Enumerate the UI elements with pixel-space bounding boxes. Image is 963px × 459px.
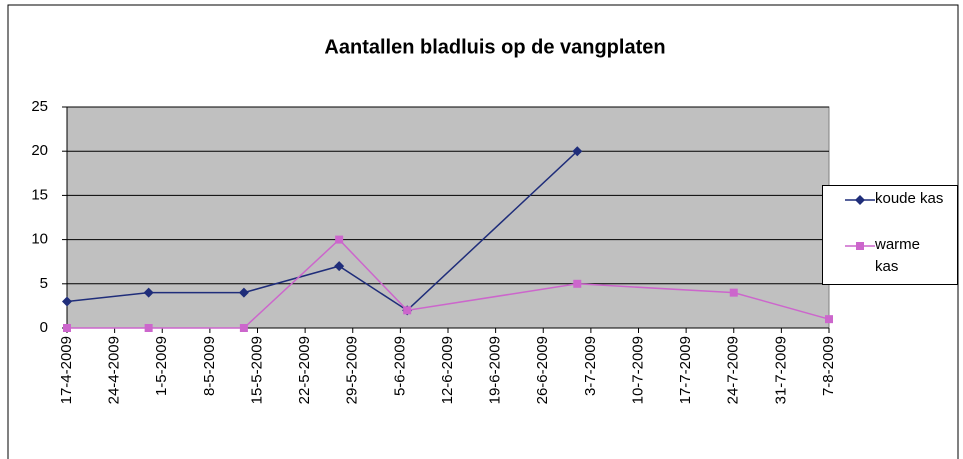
y-tick-label: 0 [40, 319, 48, 336]
marker [573, 279, 582, 288]
legend-keys [845, 195, 875, 250]
marker [238, 287, 249, 298]
y-tick-label: 5 [40, 275, 48, 292]
x-tick-label: 24-7-2009 [725, 336, 742, 404]
x-tick-label: 15-5-2009 [248, 336, 265, 404]
x-tick-label: 5-6-2009 [391, 336, 408, 396]
series-line [67, 238, 830, 329]
marker [825, 315, 833, 324]
chart-title: Aantallen bladluis op de vangplaten [324, 36, 665, 58]
marker [729, 288, 738, 297]
legend: koude kas warme kas [822, 185, 958, 285]
x-tick-label: 3-7-2009 [582, 336, 599, 396]
plot-area [66, 106, 830, 329]
marker [334, 261, 345, 272]
marker [403, 306, 412, 315]
y-tick-label: 25 [31, 98, 48, 115]
x-tick-label: 19-6-2009 [487, 336, 504, 404]
x-tick-label: 8-5-2009 [201, 336, 218, 396]
marker [144, 324, 153, 332]
marker [239, 324, 248, 332]
legend-label: koude kas [875, 190, 944, 207]
marker [63, 324, 71, 332]
x-tick-label: 7-8-2009 [820, 336, 837, 396]
legend-marker [856, 242, 864, 250]
y-tick-label: 15 [31, 186, 48, 203]
x-tick-label: 1-5-2009 [153, 336, 170, 396]
x-tick-label: 29-5-2009 [344, 336, 361, 404]
x-tick-label: 26-6-2009 [534, 336, 551, 404]
marker [572, 146, 583, 157]
legend-label: warme kas [875, 236, 921, 275]
x-tick-label: 31-7-2009 [772, 336, 789, 404]
y-tick-label: 20 [31, 142, 48, 159]
marker [62, 296, 72, 307]
x-tick-label: 12-6-2009 [439, 336, 456, 404]
legend-marker [855, 195, 865, 205]
x-tick-label: 24-4-2009 [106, 336, 123, 404]
marker [335, 235, 344, 244]
y-tick-label: 10 [31, 231, 48, 248]
x-tick-label: 22-5-2009 [296, 336, 313, 404]
x-tick-label: 17-4-2009 [58, 336, 75, 404]
series-line [66, 150, 578, 312]
marker [143, 287, 154, 298]
x-tick-label: 17-7-2009 [677, 336, 694, 404]
x-tick-label: 10-7-2009 [629, 336, 646, 404]
